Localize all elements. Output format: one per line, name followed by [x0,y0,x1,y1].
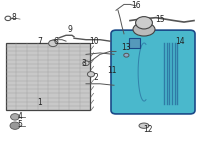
Text: 14: 14 [175,37,185,46]
Text: 1: 1 [38,98,42,107]
Bar [129,38,140,48]
Ellipse shape [133,23,155,36]
Circle shape [11,114,19,120]
Text: 15: 15 [155,15,165,24]
Circle shape [136,17,152,29]
Bar [6,43,90,110]
Circle shape [87,72,95,77]
Circle shape [83,61,89,66]
Text: 12: 12 [143,125,153,134]
Ellipse shape [139,123,149,128]
Circle shape [49,40,57,47]
Text: 7: 7 [38,37,42,46]
Circle shape [124,53,129,57]
Text: 2: 2 [94,73,98,82]
Text: 10: 10 [89,37,99,46]
Text: 6: 6 [54,37,58,46]
FancyBboxPatch shape [111,30,195,114]
Text: 3: 3 [82,59,86,68]
Text: 13: 13 [121,42,131,52]
Text: 16: 16 [131,1,141,10]
Text: 4: 4 [18,112,22,121]
Circle shape [10,122,20,129]
Text: 5: 5 [18,120,22,130]
Text: 9: 9 [68,25,72,34]
Text: 11: 11 [107,66,117,75]
Text: 8: 8 [12,13,16,22]
